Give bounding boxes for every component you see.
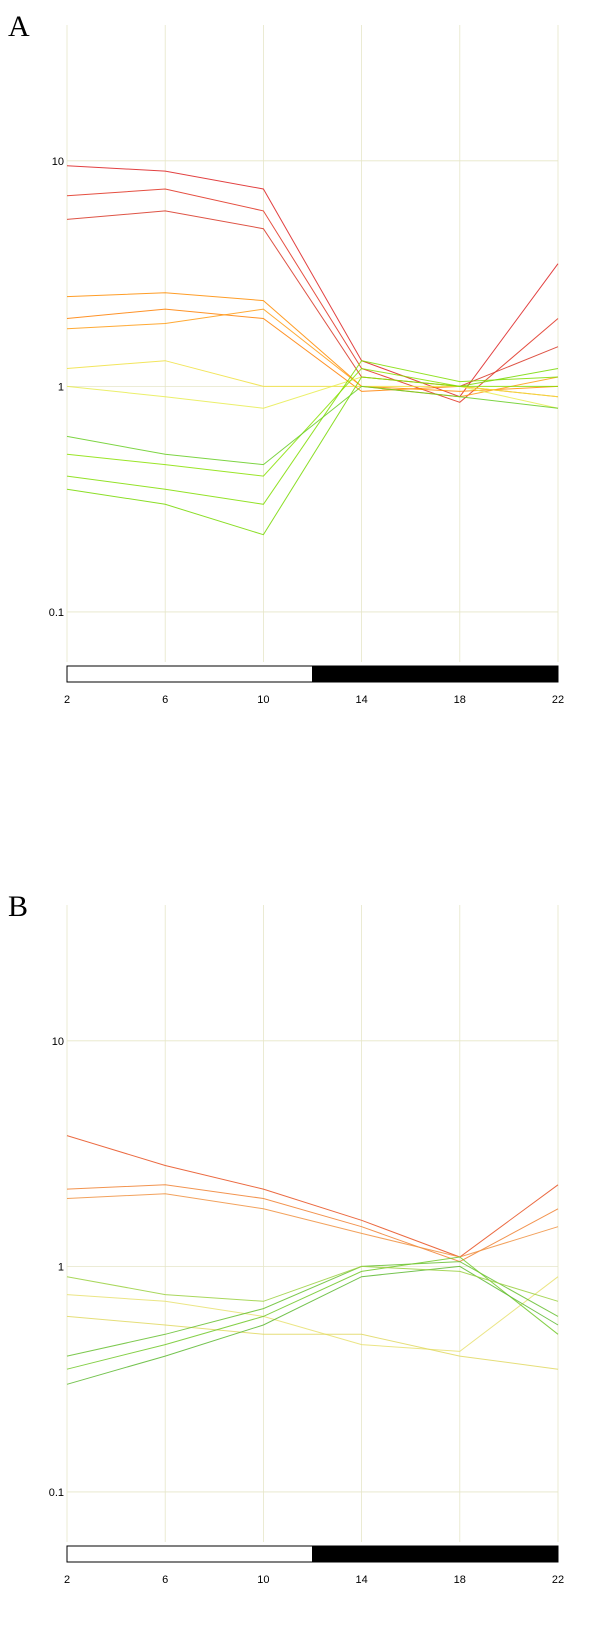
y-tick-label: 10 <box>52 156 64 168</box>
series-line-2 <box>66 1184 559 1263</box>
x-tick-label: 14 <box>355 694 367 706</box>
series-line-3 <box>66 210 559 387</box>
series-line-2 <box>66 188 559 403</box>
line-chart-b: 0.1 1 10 2 6 10 14 18 22 <box>49 905 564 1586</box>
series-line-9 <box>66 1265 559 1302</box>
x-tick-label: 2 <box>64 1574 70 1586</box>
series-line-4 <box>66 292 559 392</box>
series-line-10 <box>66 360 559 505</box>
x-tick-label: 14 <box>355 1574 367 1586</box>
series-line-8 <box>66 376 559 409</box>
x-tick-label: 6 <box>162 1574 168 1586</box>
x-tick-label: 22 <box>552 1574 564 1586</box>
x-tick-label: 2 <box>64 694 70 706</box>
panel-b: B 0.1 1 10 2 6 10 14 18 22 <box>0 880 600 1636</box>
dark-period-bar <box>312 1545 559 1563</box>
series-line-6 <box>66 308 559 398</box>
series-line-1 <box>66 1135 559 1258</box>
x-tick-label: 10 <box>257 694 269 706</box>
line-chart-a: 0.1 1 10 2 6 10 14 18 22 <box>49 25 564 706</box>
y-tick-label: 10 <box>52 1036 64 1048</box>
series-line-6 <box>66 1261 559 1357</box>
light-period-bar <box>66 665 313 683</box>
y-tick-label: 0.1 <box>49 607 64 619</box>
series-line-3 <box>66 1193 559 1258</box>
panel-label: B <box>8 890 29 923</box>
series-line-5 <box>66 1315 559 1370</box>
series-line-4 <box>66 1276 559 1352</box>
x-tick-label: 6 <box>162 694 168 706</box>
y-tick-label: 0.1 <box>49 1487 64 1499</box>
series-line-7 <box>66 360 559 398</box>
panel-label: A <box>8 10 30 43</box>
x-tick-label: 22 <box>552 694 564 706</box>
x-tick-label: 18 <box>454 694 466 706</box>
series-line-7 <box>66 1256 559 1370</box>
y-tick-label: 1 <box>58 1261 64 1273</box>
panel-a: A 0.1 1 10 2 6 10 14 18 22 <box>0 0 600 740</box>
series-line-5 <box>66 308 559 398</box>
series-line-11 <box>66 368 559 536</box>
x-tick-label: 18 <box>454 1574 466 1586</box>
y-tick-label: 1 <box>58 381 64 393</box>
series-line-1 <box>66 165 559 398</box>
x-tick-label: 10 <box>257 1574 269 1586</box>
series-line-12 <box>66 385 559 466</box>
light-period-bar <box>66 1545 313 1563</box>
dark-period-bar <box>312 665 559 683</box>
series-line-9 <box>66 367 558 477</box>
